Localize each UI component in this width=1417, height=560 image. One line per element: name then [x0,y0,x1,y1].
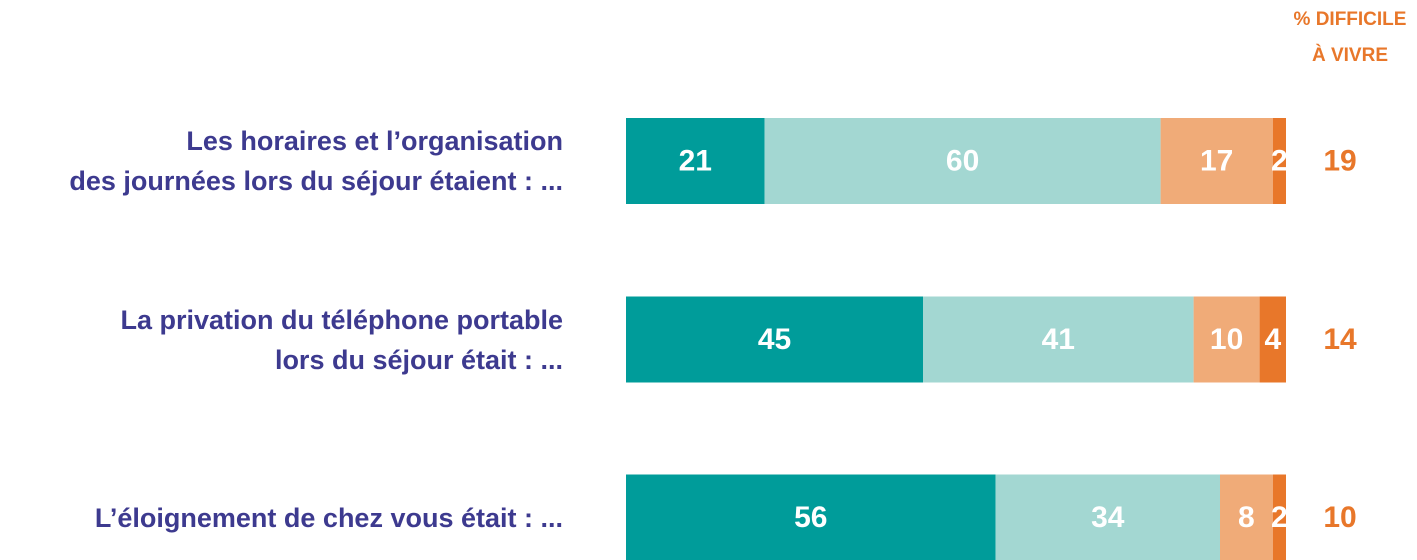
bar-segment [626,474,996,560]
bar-segment [764,118,1161,204]
category-label: Les horaires et l’organisation des journ… [69,126,563,196]
value-label: 45 [758,323,791,356]
value-label: 4 [1264,323,1281,356]
value-label: 56 [794,501,827,534]
value-label: 10 [1210,323,1243,356]
value-label: 2 [1271,145,1288,178]
category-label: L’éloignement de chez vous était : ... [94,502,563,533]
value-label: 8 [1238,501,1255,534]
total-value: 14 [1323,323,1357,356]
bar-segment [923,296,1194,383]
bar-segment [1193,296,1260,383]
bar-segment [1160,118,1273,204]
value-label: 17 [1200,145,1233,178]
bar-segment [1272,474,1286,560]
bar-segment [626,296,923,383]
value-label: 60 [946,145,979,178]
bar-segment [626,118,765,204]
value-label: 41 [1042,323,1075,356]
value-label: 34 [1091,501,1125,534]
bar-segment [1220,474,1273,560]
total-header: % DIFFICILE À VIVRE [1293,9,1407,66]
value-label: 21 [679,145,712,178]
total-value: 10 [1323,501,1356,534]
value-label: 2 [1271,501,1288,534]
bar-segment [1272,118,1286,204]
category-label: La privation du téléphone portable lors … [120,304,563,375]
bar-segment [1259,296,1286,383]
total-value: 19 [1323,145,1356,178]
bar-segment [995,474,1220,560]
